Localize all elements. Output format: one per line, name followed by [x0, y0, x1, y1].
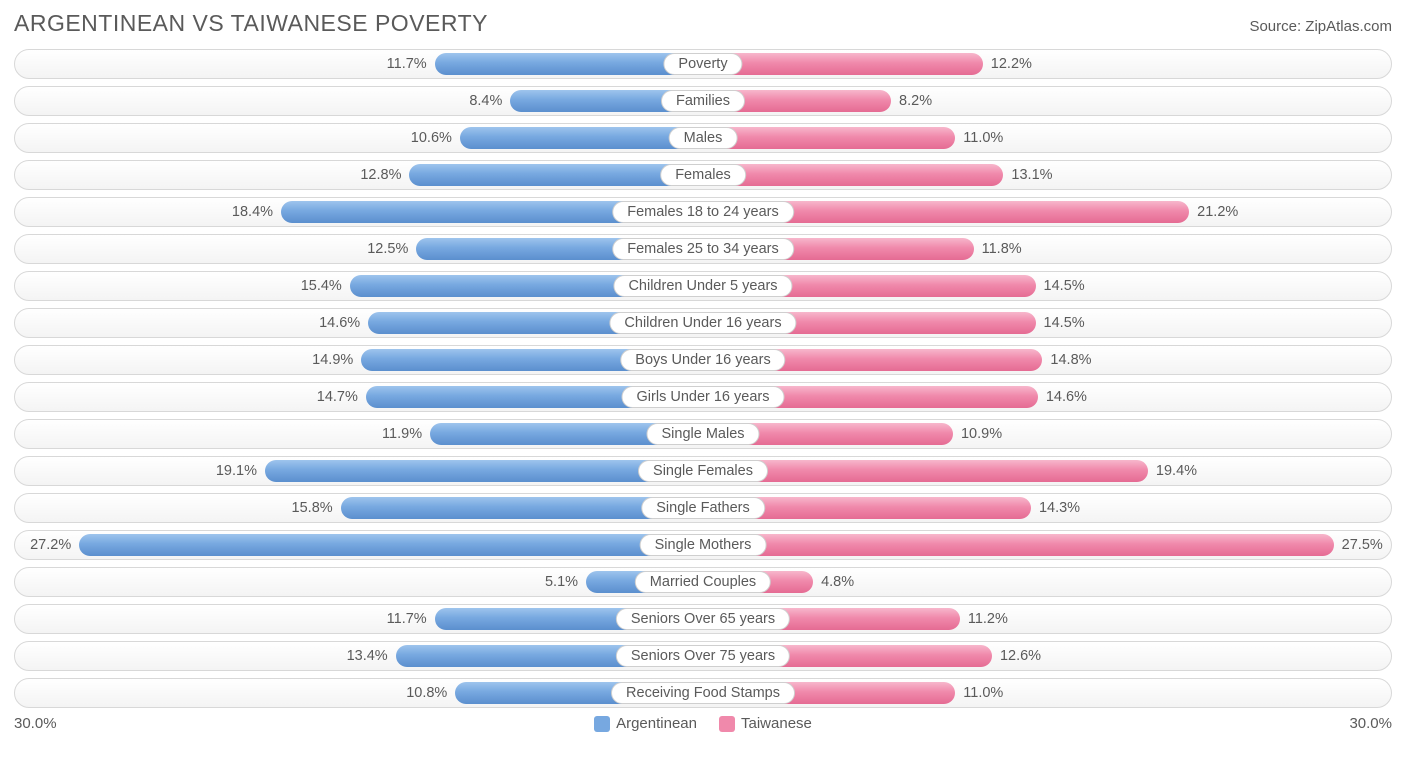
axis-max-right: 30.0%	[1349, 715, 1392, 732]
value-right: 11.0%	[963, 130, 1003, 146]
value-left: 11.7%	[387, 611, 427, 627]
value-right: 14.3%	[1039, 500, 1080, 516]
value-left: 27.2%	[30, 537, 71, 553]
value-left: 13.4%	[347, 648, 388, 664]
chart-row: 13.4% 12.6% Seniors Over 75 years	[14, 641, 1392, 671]
value-left: 19.1%	[216, 463, 257, 479]
value-left: 12.8%	[360, 167, 401, 183]
category-label: Females 18 to 24 years	[612, 201, 794, 223]
value-right: 4.8%	[821, 574, 854, 590]
chart-row: 12.5% 11.8% Females 25 to 34 years	[14, 234, 1392, 264]
legend-label-right: Taiwanese	[741, 715, 812, 732]
bar-right	[703, 53, 983, 75]
value-left: 10.6%	[411, 130, 452, 146]
legend-item-left: Argentinean	[594, 715, 697, 732]
chart-footer: 30.0% Argentinean Taiwanese 30.0%	[14, 715, 1392, 732]
category-label: Single Males	[646, 423, 759, 445]
value-right: 14.6%	[1046, 389, 1087, 405]
chart-row: 14.7% 14.6% Girls Under 16 years	[14, 382, 1392, 412]
category-label: Poverty	[663, 53, 742, 75]
chart-row: 11.9% 10.9% Single Males	[14, 419, 1392, 449]
legend-swatch-left	[594, 716, 610, 732]
chart-row: 27.2% 27.5% Single Mothers	[14, 530, 1392, 560]
bar-left	[460, 127, 703, 149]
chart-area: 11.7% 12.2% Poverty 8.4% 8.2% Families 10.6% 11…	[14, 49, 1392, 708]
chart-row: 11.7% 11.2% Seniors Over 65 years	[14, 604, 1392, 634]
value-left: 14.6%	[319, 315, 360, 331]
value-left: 15.4%	[301, 278, 342, 294]
category-label: Receiving Food Stamps	[611, 682, 795, 704]
value-left: 5.1%	[545, 574, 578, 590]
legend-item-right: Taiwanese	[719, 715, 812, 732]
value-right: 11.8%	[982, 241, 1022, 257]
value-right: 12.2%	[991, 56, 1032, 72]
value-right: 11.2%	[968, 611, 1008, 627]
chart-header: ARGENTINEAN VS TAIWANESE POVERTY Source:…	[14, 10, 1392, 37]
legend-swatch-right	[719, 716, 735, 732]
value-left: 12.5%	[367, 241, 408, 257]
bar-right	[703, 534, 1334, 556]
value-left: 14.9%	[312, 352, 353, 368]
value-left: 14.7%	[317, 389, 358, 405]
value-right: 19.4%	[1156, 463, 1197, 479]
value-right: 27.5%	[1342, 537, 1383, 553]
category-label: Single Mothers	[640, 534, 767, 556]
category-label: Males	[669, 127, 738, 149]
legend-label-left: Argentinean	[616, 715, 697, 732]
value-left: 11.7%	[387, 56, 427, 72]
value-right: 14.5%	[1044, 278, 1085, 294]
chart-row: 14.9% 14.8% Boys Under 16 years	[14, 345, 1392, 375]
chart-row: 11.7% 12.2% Poverty	[14, 49, 1392, 79]
chart-source: Source: ZipAtlas.com	[1249, 18, 1392, 35]
value-right: 10.9%	[961, 426, 1002, 442]
value-left: 10.8%	[406, 685, 447, 701]
category-label: Seniors Over 65 years	[616, 608, 790, 630]
category-label: Females 25 to 34 years	[612, 238, 794, 260]
category-label: Children Under 16 years	[609, 312, 796, 334]
chart-row: 12.8% 13.1% Females	[14, 160, 1392, 190]
category-label: Single Fathers	[641, 497, 765, 519]
bar-left	[79, 534, 703, 556]
chart-row: 15.4% 14.5% Children Under 5 years	[14, 271, 1392, 301]
value-right: 13.1%	[1011, 167, 1052, 183]
chart-row: 14.6% 14.5% Children Under 16 years	[14, 308, 1392, 338]
category-label: Girls Under 16 years	[622, 386, 785, 408]
category-label: Single Females	[638, 460, 768, 482]
value-right: 14.8%	[1050, 352, 1091, 368]
value-right: 14.5%	[1044, 315, 1085, 331]
chart-row: 19.1% 19.4% Single Females	[14, 456, 1392, 486]
value-right: 8.2%	[899, 93, 932, 109]
chart-row: 15.8% 14.3% Single Fathers	[14, 493, 1392, 523]
chart-row: 10.6% 11.0% Males	[14, 123, 1392, 153]
chart-row: 8.4% 8.2% Families	[14, 86, 1392, 116]
chart-row: 5.1% 4.8% Married Couples	[14, 567, 1392, 597]
category-label: Seniors Over 75 years	[616, 645, 790, 667]
category-label: Boys Under 16 years	[620, 349, 785, 371]
value-left: 15.8%	[292, 500, 333, 516]
value-right: 11.0%	[963, 685, 1003, 701]
bar-right	[703, 127, 955, 149]
category-label: Females	[660, 164, 746, 186]
axis-max-left: 30.0%	[14, 715, 57, 732]
chart-row: 10.8% 11.0% Receiving Food Stamps	[14, 678, 1392, 708]
value-left: 18.4%	[232, 204, 273, 220]
value-left: 11.9%	[382, 426, 422, 442]
category-label: Families	[661, 90, 745, 112]
value-left: 8.4%	[469, 93, 502, 109]
bar-right	[703, 164, 1003, 186]
bar-right	[703, 460, 1148, 482]
value-right: 12.6%	[1000, 648, 1041, 664]
legend: Argentinean Taiwanese	[594, 715, 812, 732]
value-right: 21.2%	[1197, 204, 1238, 220]
category-label: Children Under 5 years	[613, 275, 792, 297]
chart-row: 18.4% 21.2% Females 18 to 24 years	[14, 197, 1392, 227]
chart-title: ARGENTINEAN VS TAIWANESE POVERTY	[14, 10, 488, 37]
bar-left	[409, 164, 703, 186]
category-label: Married Couples	[635, 571, 771, 593]
